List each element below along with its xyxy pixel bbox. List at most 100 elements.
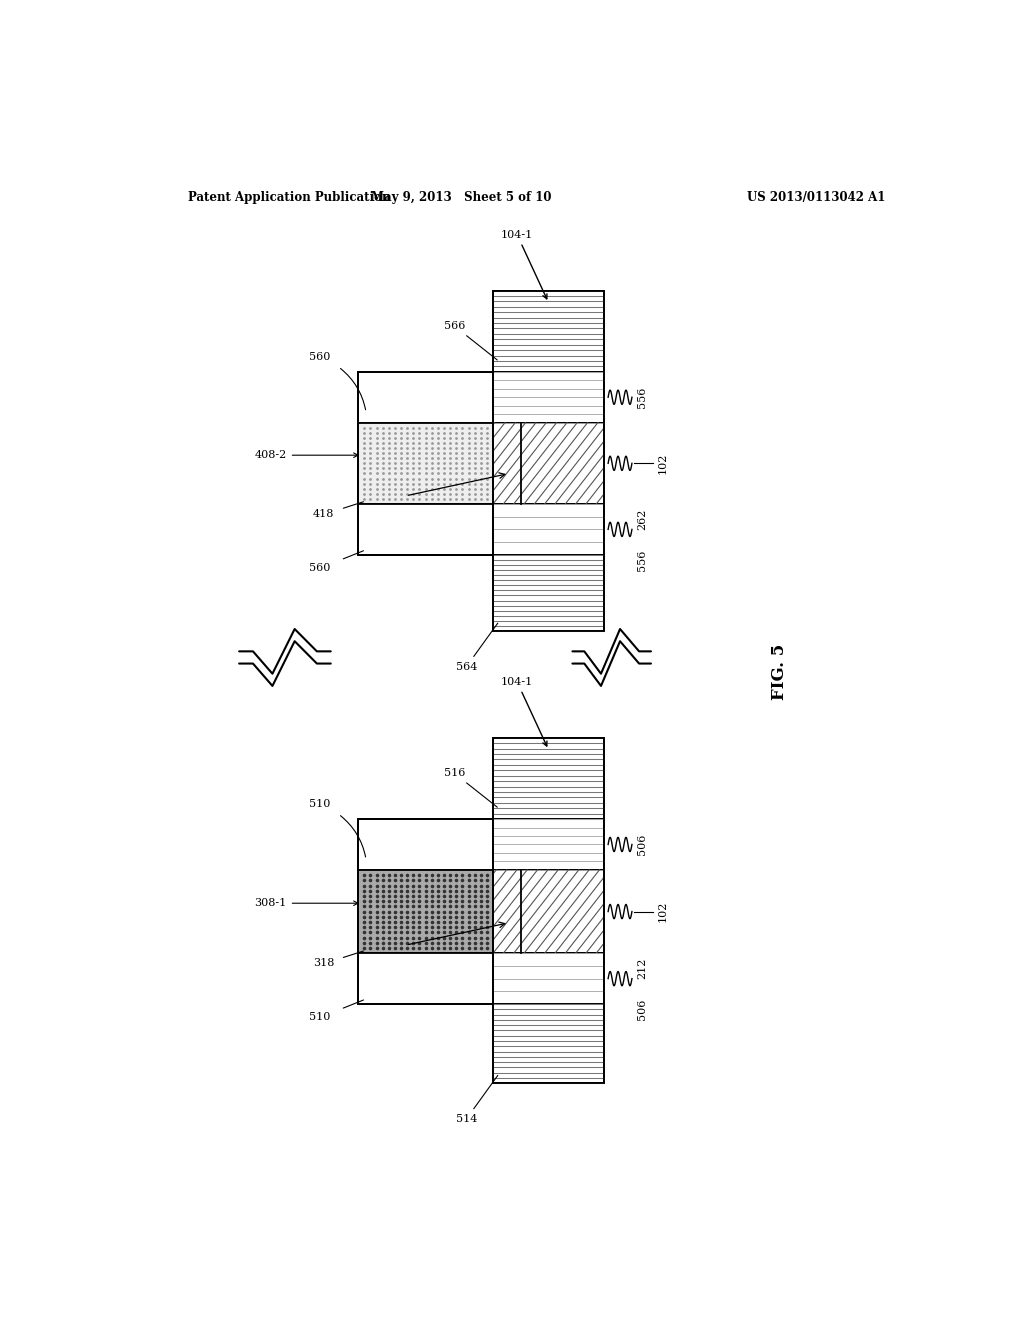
Point — [393, 488, 410, 510]
Point — [393, 911, 410, 932]
Point — [449, 875, 465, 896]
Point — [442, 911, 459, 932]
Point — [393, 478, 410, 499]
Point — [381, 927, 397, 948]
Point — [375, 891, 391, 912]
Point — [418, 473, 434, 494]
Point — [406, 469, 422, 490]
Bar — [494, 1005, 604, 1084]
Point — [375, 875, 391, 896]
Point — [461, 865, 477, 886]
Point — [393, 447, 410, 469]
Point — [442, 417, 459, 438]
Point — [381, 488, 397, 510]
Bar — [494, 504, 604, 554]
Point — [442, 442, 459, 463]
Point — [362, 875, 379, 896]
Point — [436, 937, 453, 958]
Point — [442, 880, 459, 902]
Point — [473, 891, 489, 912]
Point — [356, 447, 373, 469]
Point — [356, 916, 373, 937]
Point — [436, 488, 453, 510]
Point — [356, 886, 373, 907]
Point — [473, 433, 489, 454]
Point — [393, 433, 410, 454]
Point — [381, 880, 397, 902]
Point — [479, 473, 496, 494]
Bar — [494, 738, 604, 818]
Point — [406, 458, 422, 479]
Point — [399, 488, 416, 510]
Point — [424, 891, 440, 912]
Point — [449, 916, 465, 937]
Point — [455, 488, 471, 510]
Point — [406, 473, 422, 494]
Point — [449, 433, 465, 454]
Point — [467, 891, 483, 912]
Point — [387, 458, 403, 479]
Point — [424, 437, 440, 458]
Point — [467, 921, 483, 942]
Point — [406, 442, 422, 463]
Text: 506: 506 — [638, 998, 647, 1020]
Point — [412, 417, 428, 438]
Point — [424, 927, 440, 948]
Point — [418, 932, 434, 953]
Point — [356, 442, 373, 463]
Point — [393, 937, 410, 958]
Point — [387, 886, 403, 907]
Point — [436, 865, 453, 886]
Point — [449, 907, 465, 928]
Point — [406, 907, 422, 928]
Point — [399, 453, 416, 474]
Point — [455, 447, 471, 469]
Point — [399, 437, 416, 458]
Point — [442, 453, 459, 474]
Point — [362, 437, 379, 458]
Point — [455, 433, 471, 454]
Point — [387, 937, 403, 958]
Text: 556: 556 — [638, 387, 647, 408]
Point — [461, 428, 477, 449]
Point — [479, 422, 496, 444]
Point — [455, 927, 471, 948]
Point — [387, 911, 403, 932]
Point — [399, 478, 416, 499]
Point — [473, 442, 489, 463]
Point — [387, 907, 403, 928]
Point — [381, 921, 397, 942]
Point — [473, 417, 489, 438]
Point — [393, 422, 410, 444]
Point — [412, 473, 428, 494]
Point — [381, 478, 397, 499]
Point — [393, 907, 410, 928]
Point — [369, 483, 385, 504]
Point — [418, 880, 434, 902]
Point — [369, 453, 385, 474]
Point — [356, 463, 373, 484]
Point — [362, 433, 379, 454]
Point — [473, 422, 489, 444]
Point — [430, 437, 446, 458]
Point — [442, 488, 459, 510]
Point — [461, 447, 477, 469]
Point — [387, 483, 403, 504]
Text: 308-1: 308-1 — [255, 898, 358, 908]
Point — [393, 921, 410, 942]
Point — [479, 458, 496, 479]
Point — [412, 875, 428, 896]
Point — [461, 437, 477, 458]
Point — [381, 428, 397, 449]
Point — [362, 927, 379, 948]
Point — [412, 458, 428, 479]
Bar — [494, 738, 604, 1084]
Bar — [358, 870, 494, 953]
Point — [424, 473, 440, 494]
Point — [461, 902, 477, 923]
Point — [393, 916, 410, 937]
Point — [356, 433, 373, 454]
Point — [424, 469, 440, 490]
Text: 318: 318 — [313, 958, 334, 969]
Point — [362, 422, 379, 444]
